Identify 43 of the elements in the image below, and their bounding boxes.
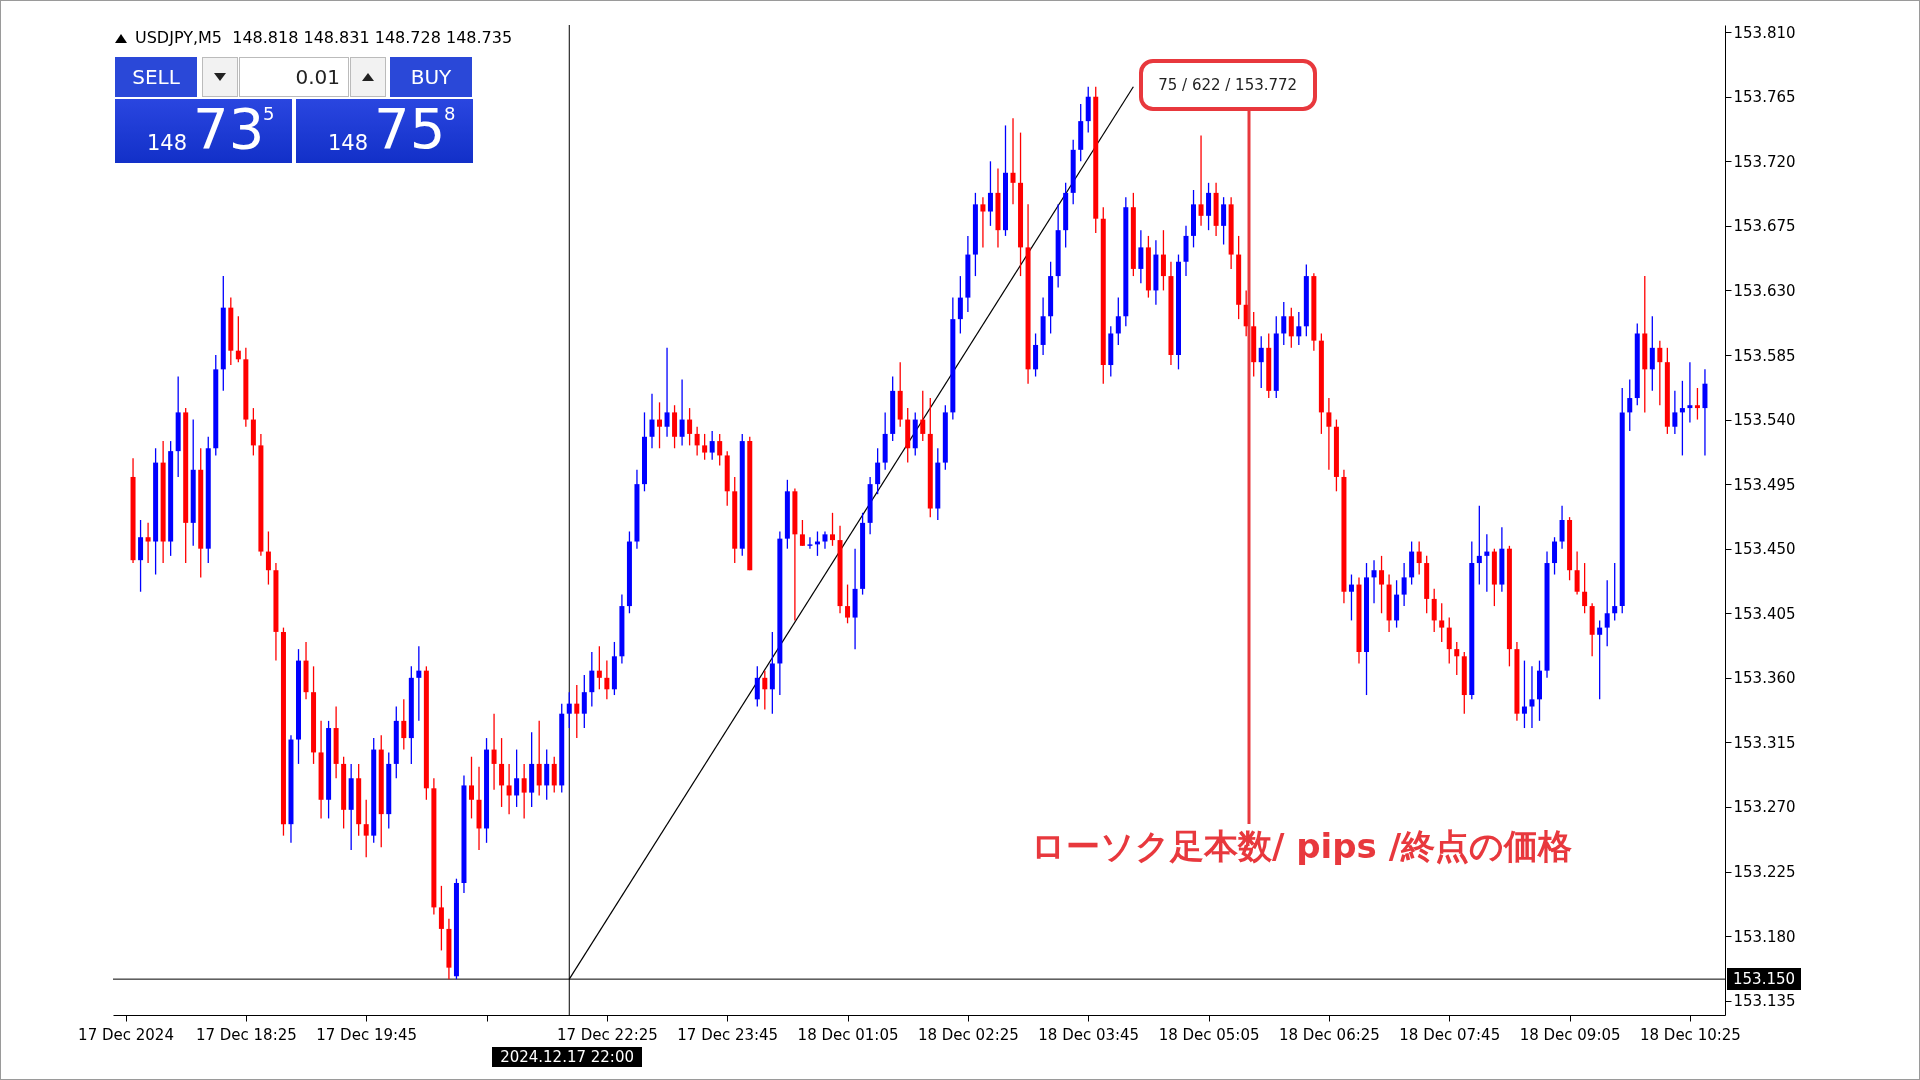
y-tick-label: 153.270 <box>1733 798 1796 817</box>
buy-button: BUY <box>390 57 472 97</box>
y-tick-label: 153.630 <box>1733 281 1796 300</box>
annotation: 8 <box>444 103 456 124</box>
y-tick-label: 153.180 <box>1733 927 1796 946</box>
y-tick-label: 153.405 <box>1733 604 1796 623</box>
x-tick-label: 18 Dec 07:45 <box>1399 1025 1501 1044</box>
y-tick-label: 153.720 <box>1733 152 1796 171</box>
x-tick-label: 17 Dec 2024 <box>78 1025 174 1044</box>
y-tick-label: 153.765 <box>1733 88 1796 107</box>
x-tick-label: 17 Dec 18:25 <box>195 1025 297 1044</box>
annotation: 148 <box>147 131 188 155</box>
x-tick-label: 18 Dec 05:05 <box>1158 1025 1260 1044</box>
y-tick-label: 153.315 <box>1733 733 1796 752</box>
lot-field: 0.01 <box>239 57 349 97</box>
x-tick-label: 18 Dec 09:05 <box>1519 1025 1621 1044</box>
annotation: 75 / 622 / 153.772 <box>1157 74 1299 96</box>
annotation: ローソク足本数/ pips /終点の価格 <box>1031 825 1573 868</box>
y-tick-label: 153.450 <box>1733 540 1796 559</box>
x-tick-label: 18 Dec 06:25 <box>1278 1025 1380 1044</box>
y-tick-label: 153.225 <box>1733 863 1796 882</box>
x-tick-label: 18 Dec 03:45 <box>1038 1025 1140 1044</box>
annotation: USDJPY,M5 148.818 148.831 148.728 148.735 <box>135 27 513 49</box>
annotation: 75 <box>374 96 446 161</box>
annotation: 73 <box>193 96 265 161</box>
x-tick-label: 17 Dec 23:45 <box>677 1025 779 1044</box>
x-tick-label: 17 Dec 19:45 <box>316 1025 418 1044</box>
x-tick-label: 18 Dec 02:25 <box>917 1025 1019 1044</box>
y-tick-label: 153.585 <box>1733 346 1796 365</box>
y-tick-label: 153.540 <box>1733 411 1796 430</box>
annotation: 5 <box>263 103 275 124</box>
x-tick-label: 17 Dec 22:25 <box>556 1025 658 1044</box>
y-tick-label: 153.675 <box>1733 217 1796 236</box>
y-tick-label: 153.810 <box>1733 23 1796 42</box>
y-tick-label: 153.135 <box>1733 992 1796 1011</box>
y-tick-label: 153.360 <box>1733 669 1796 688</box>
annotation: 148 <box>328 131 369 155</box>
y-tick-label: 153.495 <box>1733 475 1796 494</box>
x-tick-label: 18 Dec 10:25 <box>1639 1025 1741 1044</box>
ref-line-label: 2024.12.17 22:00 <box>492 1047 643 1067</box>
ref-line-label: 153.150 <box>1727 968 1802 991</box>
sell-button: SELL <box>115 57 197 97</box>
x-tick-label: 18 Dec 01:05 <box>797 1025 899 1044</box>
